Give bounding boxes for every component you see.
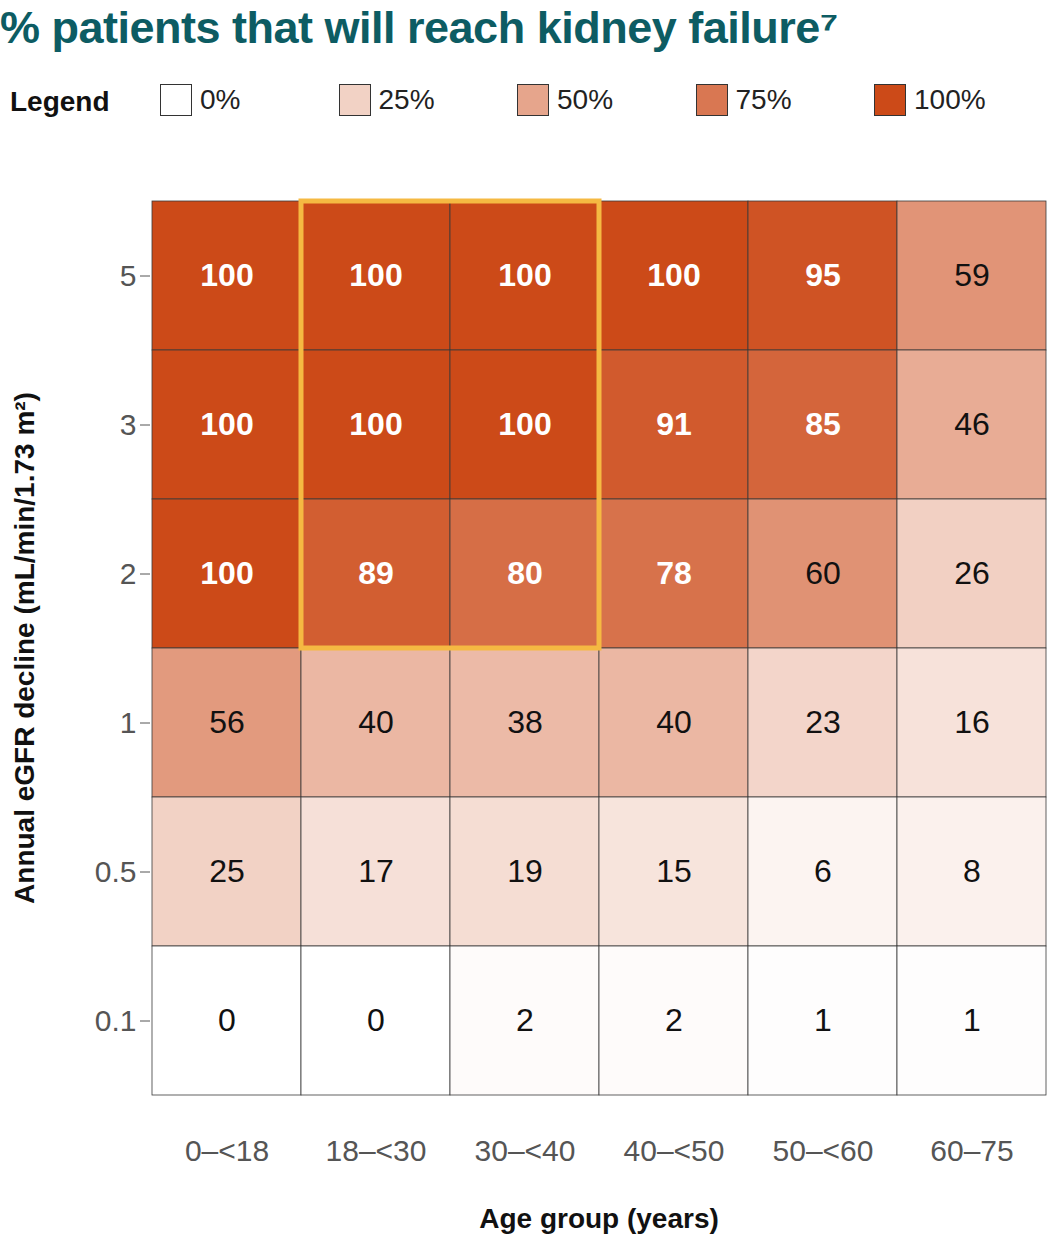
svg-text:46: 46 [954, 406, 990, 442]
svg-text:16: 16 [954, 704, 990, 740]
svg-text:2: 2 [665, 1002, 683, 1038]
html-text:25%: 25% [378, 84, 435, 115]
svg-text:17: 17 [358, 853, 394, 889]
svg-text:30–<40: 30–<40 [475, 1134, 576, 1167]
svg-text:1: 1 [814, 1002, 832, 1038]
svg-text:89: 89 [358, 555, 394, 591]
svg-text:100: 100 [200, 257, 253, 293]
svg-text:0–<18: 0–<18 [185, 1134, 269, 1167]
svg-text:15: 15 [656, 853, 692, 889]
svg-text:38: 38 [507, 704, 543, 740]
svg-text:95: 95 [805, 257, 841, 293]
svg-text:59: 59 [954, 257, 990, 293]
svg-text:56: 56 [209, 704, 245, 740]
svg-text:100: 100 [200, 555, 253, 591]
svg-text:100: 100 [498, 406, 551, 442]
svg-text:80: 80 [507, 555, 543, 591]
svg-text:0: 0 [218, 1002, 236, 1038]
svg-text:1: 1 [120, 706, 137, 739]
html-text:0%: 0% [200, 84, 241, 115]
svg-text:100: 100 [349, 406, 402, 442]
svg-text:40: 40 [656, 704, 692, 740]
html-text:100%: 100% [914, 84, 986, 115]
svg-text:40: 40 [358, 704, 394, 740]
svg-text:8: 8 [963, 853, 981, 889]
html-text:Legend: Legend [10, 86, 110, 117]
html-text:50%: 50% [557, 84, 613, 115]
svg-text:60–75: 60–75 [930, 1134, 1013, 1167]
svg-text:Age group (years): Age group (years) [479, 1203, 719, 1234]
html-text:% patients that will reach kid: % patients that will reach kidney failur… [0, 2, 838, 53]
svg-text:6: 6 [814, 853, 832, 889]
svg-text:0.5: 0.5 [95, 855, 137, 888]
svg-text:3: 3 [120, 408, 137, 441]
svg-text:0: 0 [367, 1002, 385, 1038]
svg-text:18–<30: 18–<30 [326, 1134, 427, 1167]
svg-text:Annual eGFR decline (mL/min/1.: Annual eGFR decline (mL/min/1.73 m²) [9, 392, 40, 904]
svg-text:91: 91 [656, 406, 692, 442]
svg-text:100: 100 [200, 406, 253, 442]
svg-text:100: 100 [349, 257, 402, 293]
html-text:75%: 75% [735, 84, 792, 115]
svg-text:100: 100 [647, 257, 700, 293]
svg-text:5: 5 [120, 259, 137, 292]
svg-text:19: 19 [507, 853, 543, 889]
svg-text:23: 23 [805, 704, 841, 740]
svg-text:25: 25 [209, 853, 245, 889]
svg-text:50–<60: 50–<60 [773, 1134, 874, 1167]
svg-text:40–<50: 40–<50 [624, 1134, 725, 1167]
svg-text:60: 60 [805, 555, 841, 591]
svg-text:78: 78 [656, 555, 692, 591]
svg-text:26: 26 [954, 555, 990, 591]
svg-text:100: 100 [498, 257, 551, 293]
svg-text:85: 85 [805, 406, 841, 442]
svg-text:1: 1 [963, 1002, 981, 1038]
svg-text:0.1: 0.1 [95, 1004, 137, 1037]
svg-text:2: 2 [516, 1002, 534, 1038]
svg-text:2: 2 [120, 557, 137, 590]
